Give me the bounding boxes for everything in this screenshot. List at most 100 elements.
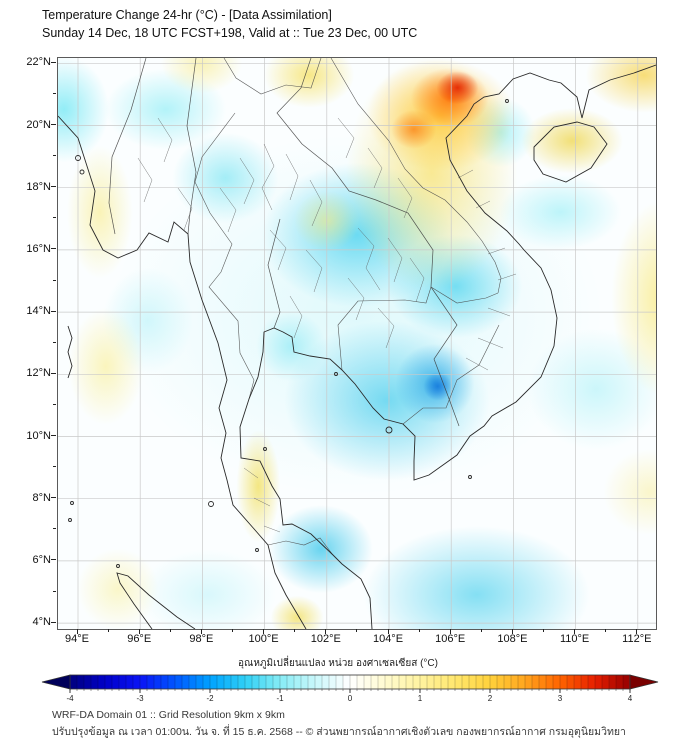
- y-tick-label: 12°N: [26, 367, 51, 380]
- colorbar-segment: [112, 675, 120, 689]
- coastlines: [58, 64, 656, 629]
- colorbar-segment: [553, 675, 561, 689]
- colorbar-segment: [231, 675, 239, 689]
- colorbar-segment: [560, 675, 568, 689]
- colorbar-segment: [266, 675, 274, 689]
- colorbar-segment: [399, 675, 407, 689]
- colorbar-segment: [546, 675, 554, 689]
- coastline-sumatra: [116, 572, 196, 629]
- colorbar-segment: [315, 675, 323, 689]
- colorbar-segment: [301, 675, 309, 689]
- colorbar-segment: [364, 675, 372, 689]
- x-tick-mark: [138, 629, 140, 634]
- colorbar-segment: [567, 675, 575, 689]
- colorbar-segment: [203, 675, 211, 689]
- x-tick-label: 110°E: [559, 633, 590, 645]
- y-tick-label: 4°N: [32, 616, 51, 629]
- colorbar-segment: [504, 675, 512, 689]
- colorbar-segment: [371, 675, 379, 689]
- x-minor-tick: [232, 629, 233, 632]
- colorbar-segment: [196, 675, 204, 689]
- colorbar-segment: [182, 675, 190, 689]
- x-tick-mark: [325, 629, 327, 634]
- colorbar-segment: [147, 675, 155, 689]
- x-tick-label: 96°E: [127, 633, 152, 645]
- x-tick-label: 98°E: [189, 633, 214, 645]
- x-tick-mark: [449, 629, 451, 634]
- x-tick-label: 100°E: [248, 633, 279, 645]
- colorbar-segment: [448, 675, 456, 689]
- colorbar-tick-label: -4: [66, 694, 74, 703]
- colorbar-tick-label: 3: [558, 694, 563, 703]
- x-tick-mark: [76, 629, 78, 634]
- colorbar-segment: [609, 675, 617, 689]
- footer-block: WRF-DA Domain 01 :: Grid Resolution 9km …: [52, 707, 626, 741]
- colorbar-segment: [217, 675, 225, 689]
- x-minor-tick: [480, 629, 482, 632]
- y-minor-tick: [53, 528, 56, 530]
- colorbar-segment: [476, 675, 484, 689]
- y-tick-mark: [51, 248, 56, 250]
- page-title: Temperature Change 24-hr (°C) - [Data As…: [42, 8, 332, 22]
- colorbar-segment: [420, 675, 428, 689]
- x-tick-mark: [263, 629, 265, 634]
- colorbar-segment: [154, 675, 162, 689]
- coastline-hainan: [533, 121, 608, 183]
- country-borders: [194, 58, 502, 556]
- coastline-mainland-west: [58, 115, 307, 629]
- colorbar-segment: [490, 675, 498, 689]
- y-tick-mark: [51, 310, 56, 312]
- colorbar-tick-label: 0: [348, 694, 353, 703]
- colorbar-segment: [413, 675, 421, 689]
- colorbar-segment: [280, 675, 288, 689]
- rivers: [108, 58, 460, 427]
- y-tick-mark: [51, 61, 56, 63]
- colorbar-segment: [581, 675, 589, 689]
- y-tick-label: 6°N: [32, 553, 51, 566]
- page-subtitle: Sunday 14 Dec, 18 UTC FCST+198, Valid at…: [42, 26, 418, 40]
- colorbar-segment: [91, 675, 99, 689]
- colorbar-segment: [525, 675, 533, 689]
- colorbar-segment: [168, 675, 176, 689]
- colorbar-segment: [469, 675, 477, 689]
- colorbar-segment: [588, 675, 596, 689]
- colorbar-segment: [357, 675, 365, 689]
- colorbar-tick-label: -1: [276, 694, 284, 703]
- colorbar-segment: [84, 675, 92, 689]
- colorbar-tick-label: 1: [418, 694, 423, 703]
- x-tick-label: 104°E: [372, 633, 404, 645]
- x-tick-label: 108°E: [497, 633, 528, 645]
- y-tick-mark: [51, 186, 56, 188]
- x-tick-label: 94°E: [65, 633, 89, 645]
- colorbar-tick-label: -2: [206, 694, 214, 703]
- coastline-mainland-east: [239, 64, 656, 629]
- colorbar-tick-label: -3: [136, 694, 144, 703]
- colorbar-segment: [294, 675, 302, 689]
- y-minor-tick: [53, 590, 56, 592]
- colorbar-segment: [385, 675, 393, 689]
- footer-domain-info: WRF-DA Domain 01 :: Grid Resolution 9km …: [52, 709, 285, 721]
- x-minor-tick: [418, 629, 420, 632]
- x-minor-tick: [294, 629, 296, 632]
- y-tick-label: 10°N: [26, 429, 51, 442]
- colorbar-segment: [336, 675, 344, 689]
- y-minor-tick: [53, 403, 56, 405]
- colorbar-segment: [133, 675, 141, 689]
- colorbar-segment: [273, 675, 281, 689]
- colorbar-segment: [161, 675, 169, 689]
- colorbar-segment: [322, 675, 330, 689]
- colorbar-segment: [329, 675, 337, 689]
- colorbar-segment: [252, 675, 260, 689]
- x-tick-label: 106°E: [435, 633, 466, 645]
- y-tick-label: 14°N: [26, 305, 51, 318]
- coastline-andaman-islands: [67, 325, 73, 379]
- colorbar-segment: [623, 675, 631, 689]
- colorbar-tick-label: 4: [628, 694, 633, 703]
- colorbar-segment: [595, 675, 603, 689]
- y-minor-tick: [53, 466, 56, 468]
- colorbar-segment: [350, 675, 358, 689]
- colorbar-segment: [462, 675, 470, 689]
- y-tick-label: 8°N: [32, 491, 51, 504]
- y-tick-mark: [51, 559, 56, 561]
- colorbar-segment: [77, 675, 85, 689]
